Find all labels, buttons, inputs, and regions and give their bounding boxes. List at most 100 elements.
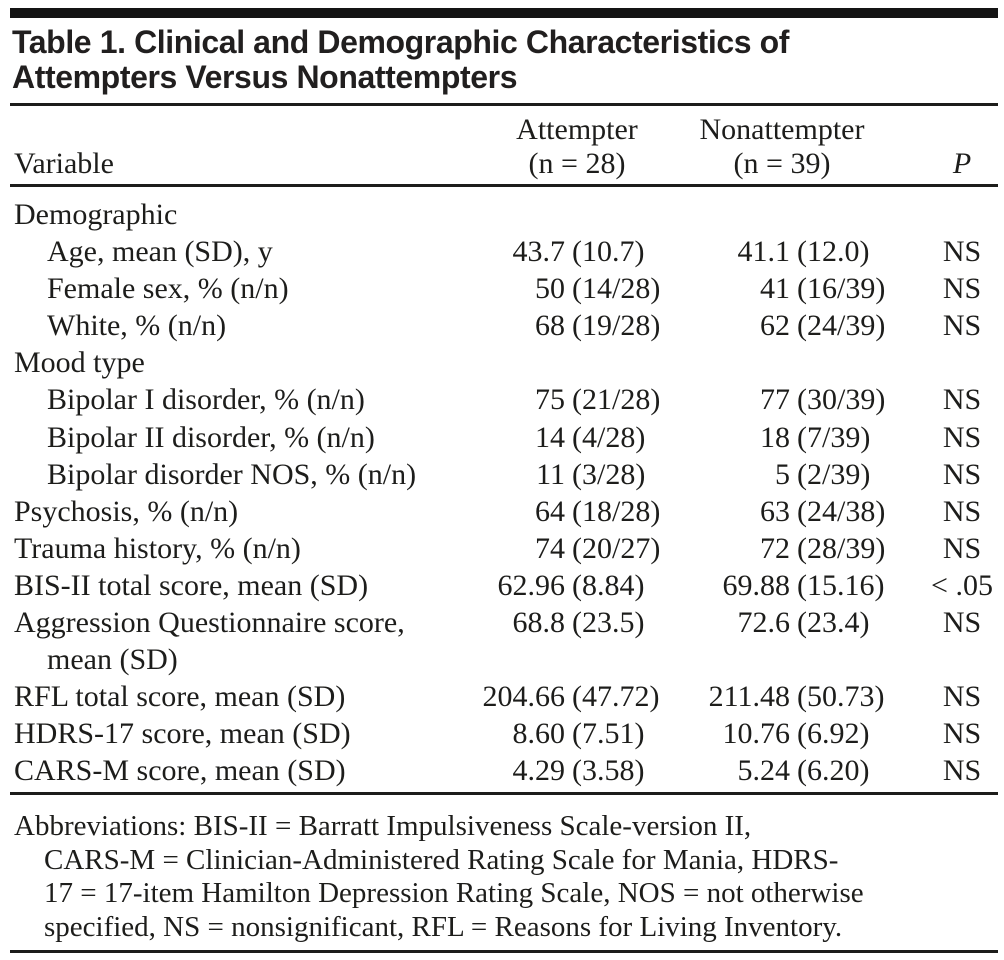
- row-label: Psychosis, % (n/n): [14, 494, 239, 528]
- attempter-value: 204.66: [482, 680, 566, 714]
- column-header-attempter-line1: Attempter: [516, 113, 638, 146]
- nonattempter-paren: [790, 196, 920, 233]
- nonattempter-value: 5: [775, 457, 790, 491]
- table-title: Table 1. Clinical and Demographic Charac…: [12, 25, 992, 95]
- p-value: [920, 344, 1004, 381]
- nonattempter-value: 77: [760, 383, 790, 417]
- attempter-value: 74: [535, 531, 565, 565]
- attempter-paren: [565, 196, 685, 233]
- attempter-paren: (3.58): [572, 754, 645, 788]
- table-body: Demographic Age, mean (SD), y 43.7 (10.7…: [14, 196, 1004, 790]
- row-label: Age, mean (SD), y: [47, 235, 273, 269]
- attempter-value: [405, 196, 565, 233]
- attempter-paren: (21/28): [572, 383, 661, 417]
- p-value: NS: [942, 420, 982, 454]
- column-header-p-value: P: [952, 147, 972, 180]
- column-header-nonattempter: Nonattempter (n = 39): [682, 113, 882, 184]
- nonattempter-paren: (6.92): [797, 717, 870, 751]
- p-value: NS: [942, 272, 982, 306]
- nonattempter-paren: (15.16): [797, 568, 885, 602]
- table-header-row: Variable Attempter (n = 28) Nonattempter…: [14, 110, 1004, 184]
- table-title-line1: Table 1. Clinical and Demographic Charac…: [12, 24, 790, 60]
- row-label: Aggression Questionnaire score,: [14, 606, 405, 640]
- nonattempter-paren: (2/39): [797, 457, 871, 491]
- row-label: Bipolar I disorder, % (n/n): [47, 383, 365, 417]
- nonattempter-paren: [790, 641, 920, 678]
- rule-below-header: [10, 184, 998, 187]
- nonattempter-paren: (6.20): [797, 754, 870, 788]
- attempter-value: 68: [535, 309, 565, 343]
- column-header-nonattempter-line1: Nonattempter: [699, 113, 865, 146]
- attempter-value: 75: [535, 383, 565, 417]
- attempter-paren: (47.72): [572, 680, 660, 714]
- attempter-value: 43.7: [512, 235, 566, 269]
- attempter-paren: (14/28): [572, 272, 661, 306]
- p-value: NS: [942, 606, 982, 640]
- p-value: NS: [942, 457, 982, 491]
- attempter-value: 4.29: [512, 754, 566, 788]
- column-header-attempter: Attempter (n = 28): [482, 113, 672, 184]
- p-value: NS: [942, 383, 982, 417]
- nonattempter-value: 72: [760, 531, 790, 565]
- attempter-value: 62.96: [497, 568, 566, 602]
- p-value: NS: [942, 235, 982, 269]
- footnote-line: specified, NS = nonsignificant, RFL = Re…: [44, 910, 843, 943]
- table-row: RFL total score, mean (SD) 204.66 (47.72…: [14, 678, 1004, 715]
- row-label: RFL total score, mean (SD): [14, 680, 346, 714]
- attempter-paren: (20/27): [572, 531, 661, 565]
- table-title-line2: Attempters Versus Nonattempters: [12, 59, 518, 95]
- table-row: Bipolar disorder NOS, % (n/n) 11 (3/28) …: [14, 456, 1004, 493]
- row-label: HDRS-17 score, mean (SD): [14, 717, 351, 751]
- nonattempter-value: 5.24: [737, 754, 791, 788]
- nonattempter-paren: (30/39): [797, 383, 886, 417]
- rule-below-title: [10, 103, 998, 106]
- nonattempter-value: 41.1: [737, 235, 791, 269]
- nonattempter-paren: (7/39): [797, 420, 871, 454]
- nonattempter-paren: (24/38): [797, 494, 886, 528]
- attempter-paren: (4/28): [572, 420, 646, 454]
- p-value: NS: [942, 309, 982, 343]
- bottom-divider-rule: [10, 950, 998, 953]
- attempter-paren: (19/28): [572, 309, 661, 343]
- attempter-value: 64: [535, 494, 565, 528]
- attempter-paren: (3/28): [572, 457, 646, 491]
- p-value: [920, 196, 1004, 233]
- column-header-attempter-n: (n = 28): [528, 147, 626, 180]
- nonattempter-value: [685, 344, 790, 381]
- column-header-nonattempter-n: (n = 39): [733, 147, 831, 180]
- p-value: NS: [942, 494, 982, 528]
- attempter-value: [405, 344, 565, 381]
- nonattempter-value: [685, 196, 790, 233]
- attempter-paren: (8.84): [572, 568, 645, 602]
- table-row: Age, mean (SD), y 43.7 (10.7) 41.1 (12.0…: [14, 233, 1004, 270]
- p-value: < .05: [931, 568, 993, 602]
- table-row: CARS-M score, mean (SD) 4.29 (3.58) 5.24…: [14, 752, 1004, 789]
- nonattempter-value: 10.76: [722, 717, 791, 751]
- footnote-line: 17 = 17-item Hamilton Depression Rating …: [44, 877, 864, 909]
- row-label: mean (SD): [47, 643, 178, 677]
- table-row: Aggression Questionnaire score, 68.8 (23…: [14, 604, 1004, 641]
- table-row: HDRS-17 score, mean (SD) 8.60 (7.51) 10.…: [14, 715, 1004, 752]
- row-label: Trauma history, % (n/n): [14, 531, 301, 565]
- nonattempter-paren: (28/39): [797, 531, 886, 565]
- attempter-value: 14: [535, 420, 565, 454]
- table-row: Trauma history, % (n/n) 74 (20/27) 72 (2…: [14, 530, 1004, 567]
- nonattempter-value: 63: [760, 494, 790, 528]
- nonattempter-value: 18: [760, 420, 790, 454]
- attempter-value: 50: [535, 272, 565, 306]
- table-row: Mood type: [14, 344, 1004, 381]
- row-label: Bipolar disorder NOS, % (n/n): [47, 457, 417, 491]
- attempter-paren: (10.7): [572, 235, 645, 269]
- table-row: mean (SD): [14, 641, 1004, 678]
- p-value: NS: [942, 717, 982, 751]
- p-value: NS: [942, 531, 982, 565]
- row-label: BIS-II total score, mean (SD): [14, 568, 369, 602]
- row-label: Demographic: [14, 198, 178, 231]
- table-row: Psychosis, % (n/n) 64 (18/28) 63 (24/38)…: [14, 493, 1004, 530]
- nonattempter-value: 211.48: [708, 680, 790, 714]
- nonattempter-value: [685, 641, 790, 678]
- table-row: Bipolar II disorder, % (n/n) 14 (4/28) 1…: [14, 419, 1004, 456]
- top-divider-bar: [10, 8, 998, 18]
- table-row: Bipolar I disorder, % (n/n) 75 (21/28) 7…: [14, 381, 1004, 418]
